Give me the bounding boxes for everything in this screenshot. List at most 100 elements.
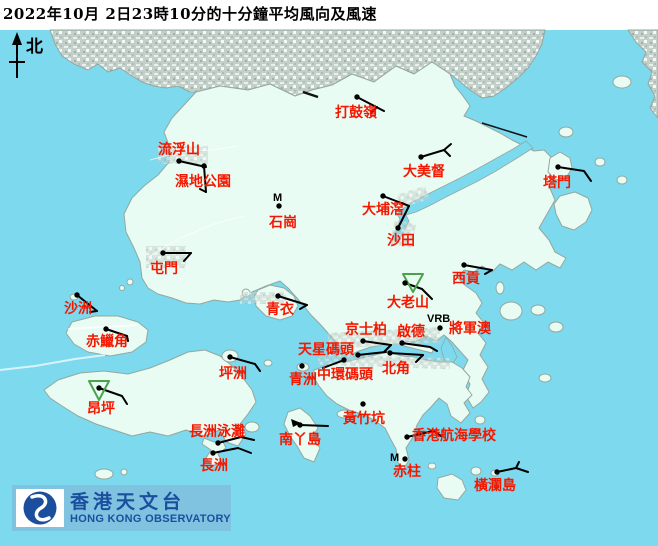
- wind-barb: [203, 165, 207, 193]
- wind-barb: [443, 149, 451, 157]
- wind-barb: [370, 106, 378, 114]
- station-label: 流浮山: [158, 141, 200, 158]
- wind-barb: [356, 96, 385, 112]
- station-dot: [227, 354, 233, 360]
- station-label: 沙田: [387, 233, 415, 249]
- station-label: 濕地公園: [175, 173, 231, 190]
- wind-barb: [389, 352, 424, 356]
- station-dot: [160, 250, 166, 256]
- north-arrow: 北: [9, 32, 43, 78]
- station-dot: [399, 340, 405, 346]
- station-dot: [354, 94, 360, 100]
- station-dot: [297, 422, 303, 428]
- wind-barb: [406, 430, 442, 438]
- station: 長洲泳灘: [189, 423, 255, 446]
- wind-barb: [401, 202, 410, 207]
- wind-barb: [443, 143, 452, 151]
- wind-vane-triangle: [402, 273, 424, 293]
- station-dot: [299, 363, 305, 369]
- po-toi-island: [436, 473, 467, 501]
- base-coastlines: [0, 29, 658, 501]
- wind-barb: [183, 252, 192, 262]
- station-dot: [494, 469, 500, 475]
- station: 赤鱲角: [86, 326, 129, 350]
- wind-barb: [299, 304, 308, 310]
- station-label: 橫瀾島: [474, 477, 516, 494]
- status-marker: VRB: [427, 313, 450, 325]
- station-dot: [275, 293, 281, 299]
- station-dot: [555, 164, 561, 170]
- lantau-island: [43, 349, 257, 447]
- station-dot: [404, 434, 410, 440]
- station: 青衣: [266, 293, 308, 318]
- wind-barb: [229, 356, 261, 372]
- wind-barb: [383, 344, 392, 353]
- airport-runway-line: [67, 324, 139, 330]
- station-dot: [341, 357, 347, 363]
- north-label: 北: [26, 37, 43, 57]
- wind-barb: [98, 387, 128, 405]
- wind-barb: [357, 351, 387, 356]
- wind-barb: [76, 294, 98, 312]
- station-label: 長洲泳灘: [189, 423, 245, 440]
- wind-barb: [362, 340, 392, 346]
- station: 青洲: [289, 363, 317, 388]
- hko-logo-icon: [23, 491, 57, 525]
- station-label: 坪洲: [219, 366, 247, 382]
- wind-barb: [105, 328, 128, 337]
- station-dot: [360, 338, 366, 344]
- station-dot: [380, 193, 386, 199]
- station-label: 京士柏: [345, 321, 387, 338]
- station-dot: [387, 350, 393, 356]
- station-label: 赤鱲角: [86, 333, 128, 350]
- wind-barb: [429, 346, 438, 352]
- station: 塔門: [543, 164, 592, 191]
- station-dot: [201, 163, 207, 169]
- station-label: 沙洲: [64, 301, 92, 317]
- wind-barb: [126, 335, 129, 342]
- station-dot: [402, 280, 408, 286]
- station-label: 青衣: [266, 301, 295, 318]
- station: 沙田: [387, 202, 415, 249]
- wind-barb: [299, 424, 329, 427]
- north-arrow-head: [12, 32, 22, 45]
- wind-barb: [557, 166, 592, 182]
- station-label: 大老山: [387, 294, 429, 311]
- station-dot: [395, 225, 401, 231]
- station: 西貢: [452, 262, 493, 287]
- wind-barb: [199, 188, 207, 193]
- station-dot: [355, 352, 361, 358]
- station: 大老山: [387, 273, 433, 311]
- sea-boundary-line: [0, 354, 106, 371]
- station-label: 南丫島: [279, 431, 321, 448]
- wind-barb: [401, 342, 431, 348]
- station-dot: [418, 154, 424, 160]
- station-dot: [103, 326, 109, 332]
- observatory-name-english: HONG KONG OBSERVATORY: [70, 512, 231, 525]
- road-line-north: [149, 145, 239, 161]
- station: M 石崗: [268, 192, 297, 231]
- station-label: 屯門: [150, 260, 178, 277]
- double-haven-island: [553, 191, 593, 231]
- station: 啟德: [397, 323, 438, 352]
- station: 大埔滘: [362, 193, 410, 218]
- station-label: 打鼓嶺: [335, 104, 378, 121]
- wind-vane-triangle: [88, 380, 110, 401]
- plover-cove-dam-line: [481, 122, 528, 138]
- station-label: 西貢: [452, 271, 480, 287]
- station-label: 塔門: [543, 174, 571, 191]
- border-rail-dash: [302, 90, 319, 99]
- station: 沙洲: [64, 292, 98, 317]
- hong-kong-island: [313, 351, 473, 471]
- wind-barb: [322, 359, 345, 369]
- station-label: 黃竹坑: [342, 410, 385, 427]
- station: 濕地公園: [175, 163, 231, 193]
- wind-barb: [415, 354, 424, 363]
- station-label: 青洲: [289, 371, 317, 388]
- station-label: 將軍澳: [449, 320, 492, 337]
- wind-flag: [291, 419, 301, 427]
- station: 打鼓嶺: [335, 94, 385, 121]
- station-label: 大美督: [403, 163, 445, 180]
- station-dot: [210, 450, 216, 456]
